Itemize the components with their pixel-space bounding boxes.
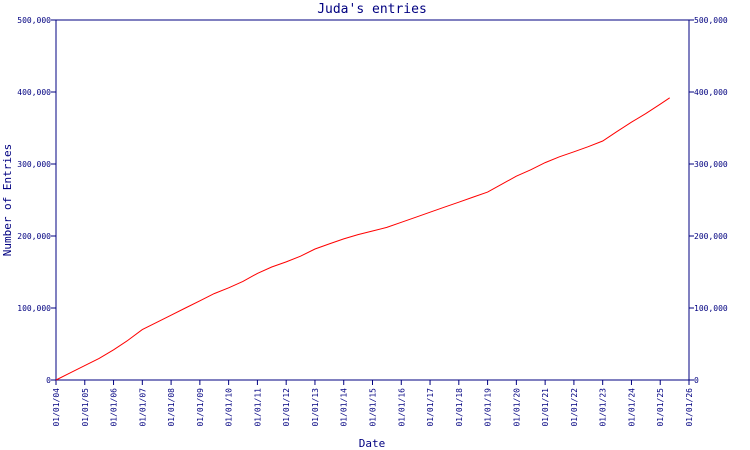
- x-tick-label: 01/01/15: [369, 388, 378, 427]
- y-tick-label-left: 500,000: [17, 16, 51, 25]
- y-tick-label-left: 0: [46, 376, 51, 385]
- x-tick-label: 01/01/06: [110, 388, 119, 427]
- x-tick-label: 01/01/05: [81, 388, 90, 427]
- y-tick-label-left: 300,000: [17, 160, 51, 169]
- x-tick-label: 01/01/20: [512, 388, 521, 427]
- x-tick-label: 01/01/19: [484, 388, 493, 427]
- series-line: [55, 97, 670, 381]
- y-tick-label-left: 200,000: [17, 232, 51, 241]
- x-tick-label: 01/01/14: [340, 388, 349, 427]
- y-tick-label-left: 100,000: [17, 304, 51, 313]
- series-layer: [55, 97, 670, 381]
- y-tick-label-right: 400,000: [694, 88, 728, 97]
- x-tick-label: 01/01/21: [541, 388, 550, 427]
- y-tick-label-right: 100,000: [694, 304, 728, 313]
- x-tick-label: 01/01/08: [167, 388, 176, 427]
- x-tick-label: 01/01/25: [656, 388, 665, 427]
- x-tick-label: 01/01/22: [570, 388, 579, 427]
- chart-title: Juda's entries: [317, 2, 427, 17]
- x-tick-label: 01/01/10: [225, 388, 234, 427]
- x-tick-label: 01/01/13: [311, 388, 320, 427]
- x-tick-label: 01/01/18: [455, 388, 464, 427]
- y-tick-label-right: 200,000: [694, 232, 728, 241]
- x-tick-label: 01/01/17: [426, 388, 435, 427]
- x-axis-label: Date: [359, 437, 386, 450]
- tick-labels: 0 0 100,000 100,000 200,000 200,000 300,000 300…: [17, 16, 728, 427]
- y-tick-label-right: 300,000: [694, 160, 728, 169]
- y-tick-label-left: 400,000: [17, 88, 51, 97]
- x-tick-label: 01/01/16: [397, 388, 406, 427]
- y-tick-label-right: 500,000: [694, 16, 728, 25]
- x-tick-label: 01/01/09: [196, 388, 205, 427]
- x-tick-label: 01/01/04: [52, 388, 61, 427]
- x-tick-label: 01/01/12: [282, 388, 291, 427]
- x-tick-label: 01/01/11: [253, 388, 262, 427]
- plot-area-frame: [55, 19, 690, 381]
- x-tick-label: 01/01/07: [138, 388, 147, 427]
- axis-ticks: [51, 19, 694, 385]
- x-tick-label: 01/01/26: [685, 388, 694, 427]
- x-tick-label: 01/01/23: [599, 388, 608, 427]
- y-tick-label-right: 0: [694, 376, 699, 385]
- x-tick-label: 01/01/24: [627, 388, 636, 427]
- y-axis-label: Number of Entries: [1, 144, 14, 257]
